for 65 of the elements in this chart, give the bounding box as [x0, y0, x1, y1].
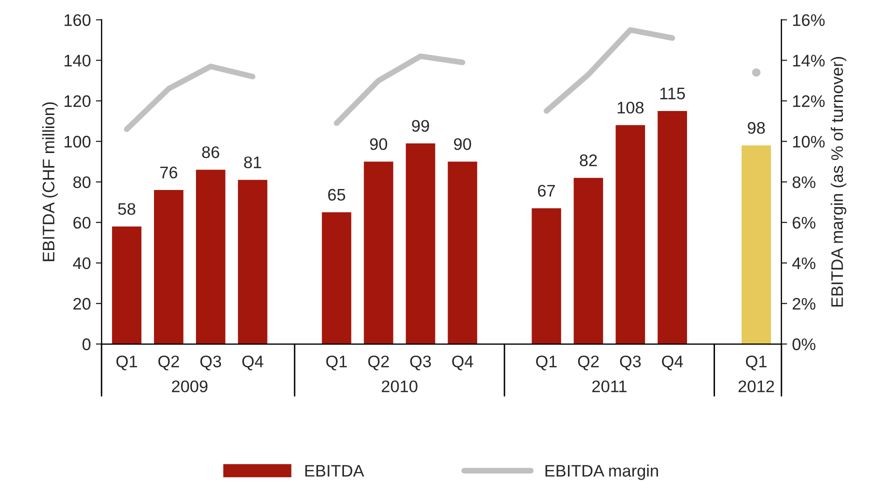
- bar: [448, 162, 478, 344]
- data-label: 90: [370, 138, 388, 150]
- data-label: 98: [748, 122, 765, 134]
- data-label: 81: [244, 156, 262, 168]
- x-tick-label: Q1: [746, 356, 767, 370]
- data-label: 65: [328, 188, 346, 201]
- y2-tick-label: 14%: [793, 54, 825, 66]
- bar: [574, 178, 604, 344]
- bar: [322, 212, 352, 344]
- y-tick-label: 20: [73, 298, 90, 310]
- y2-tick-label: 0%: [792, 338, 816, 350]
- bar: [616, 125, 646, 344]
- y-tick-label: 0: [82, 338, 90, 350]
- data-label: 82: [580, 154, 597, 166]
- x-tick-label: Q3: [620, 356, 641, 370]
- y-axis-title: EBITDA (CHF million): [42, 102, 58, 262]
- y2-tick-label: 4%: [792, 257, 816, 270]
- x-tick-label: Q1: [536, 356, 557, 370]
- y-tick-label: 60: [73, 216, 90, 229]
- y-tick-label: 160: [64, 14, 90, 26]
- y-tick-label: 120: [64, 95, 90, 108]
- bar: [658, 110, 688, 344]
- bar: [196, 170, 226, 344]
- x-tick-label: Q2: [368, 356, 389, 370]
- x-tick-label: Q2: [578, 356, 599, 370]
- data-label: 58: [118, 203, 136, 215]
- x-tick-label: Q1: [326, 356, 347, 370]
- text: 2012: [738, 380, 774, 392]
- y-tick-label: 100: [64, 136, 90, 148]
- y2-tick-label: 8%: [792, 176, 816, 188]
- y-tick-label: 140: [64, 54, 90, 67]
- data-label: 99: [412, 120, 429, 132]
- x-tick-label: Q4: [242, 356, 264, 370]
- x-tick-label: Q4: [662, 356, 683, 370]
- data-label: 108: [618, 102, 644, 114]
- y-tick-label: 80: [73, 176, 90, 188]
- data-label: 90: [454, 138, 472, 150]
- y2-tick-label: 10%: [793, 136, 825, 148]
- x-tick-label: Q3: [410, 356, 431, 370]
- x-tick-label: Q1: [116, 356, 138, 370]
- data-label: 67: [538, 184, 555, 197]
- x-tick-label: Q2: [158, 356, 179, 370]
- bar: [364, 162, 394, 344]
- data-label: 86: [202, 146, 220, 158]
- y2-tick-label: 16%: [793, 14, 825, 26]
- bar: [238, 180, 268, 344]
- data-label: 115: [660, 88, 685, 100]
- y2-tick-label: 2%: [792, 298, 816, 310]
- y-tick-label: 40: [72, 257, 90, 270]
- bar: [112, 226, 142, 344]
- bar: [742, 145, 771, 344]
- x-tick-label: Q4: [452, 356, 474, 370]
- y2-axis-title: EBITDA margin (as % of turnover): [830, 56, 846, 307]
- bar: [532, 208, 562, 344]
- y2-tick-label: 6%: [792, 216, 816, 229]
- legend-label: EBITDA: [305, 465, 364, 477]
- bar: [154, 190, 184, 344]
- data-label: 76: [160, 166, 178, 178]
- y2-tick-label: 12%: [793, 95, 825, 107]
- text: 2010: [382, 380, 418, 392]
- legend-label: EBITDA margin: [546, 464, 658, 480]
- text: 2009: [172, 380, 208, 392]
- bar: [406, 143, 436, 344]
- text: 2011: [592, 380, 626, 392]
- x-tick-label: Q3: [200, 356, 222, 370]
